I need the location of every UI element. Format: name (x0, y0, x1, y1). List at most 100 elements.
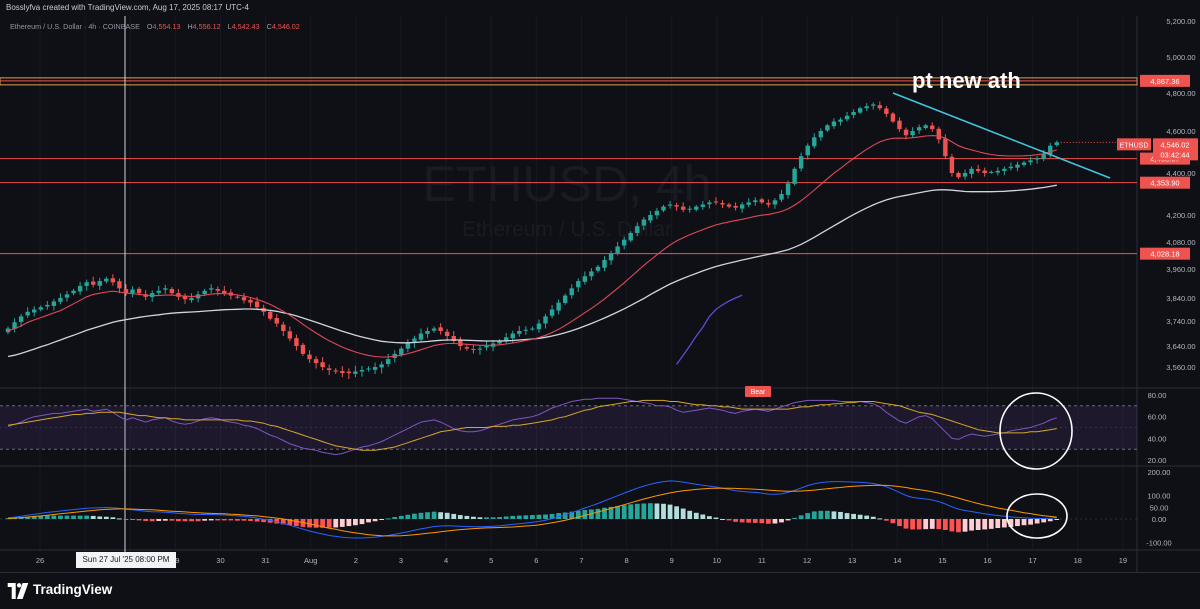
macd-histogram-bar (602, 507, 607, 519)
countdown-text: 03:42:44 (1160, 150, 1189, 159)
macd-histogram-bar (149, 519, 155, 522)
open-value: 4,554.13 (152, 22, 181, 31)
time-tick-label: 9 (670, 556, 674, 565)
macd-histogram-bar (634, 503, 640, 519)
macd-histogram-bar (176, 519, 181, 522)
macd-histogram-bar (851, 513, 856, 519)
time-tick-label: 7 (579, 556, 583, 565)
time-tick-label: 17 (1028, 556, 1036, 565)
candle-body (635, 226, 640, 233)
level-price-tag (1140, 247, 1190, 260)
price-tick-label: 3,560.00 (1166, 363, 1195, 372)
macd-histogram-bar (903, 519, 909, 529)
macd-histogram-bar (720, 519, 725, 520)
candle-body (648, 215, 653, 221)
candle-body (831, 121, 837, 127)
candle-body (897, 120, 902, 130)
macd-histogram-bar (379, 519, 385, 520)
symbol-tag-text: ETHUSD (1120, 142, 1149, 149)
candle-body (431, 328, 437, 331)
macd-histogram-bar (444, 512, 450, 519)
macd-histogram-bar (805, 513, 811, 519)
macd-histogram-bar (608, 506, 614, 519)
macd-histogram-bar (385, 518, 391, 520)
macd-histogram-bar (320, 519, 326, 528)
time-tick-label: 30 (216, 556, 224, 565)
time-tick-label: 14 (893, 556, 901, 565)
macd-histogram-bar (680, 508, 686, 519)
macd-histogram-bar (733, 519, 739, 522)
candle-body (602, 260, 607, 268)
candle-body (287, 331, 293, 339)
last-price-text: 4,546.02 (1160, 140, 1189, 149)
macd-histogram-bar (792, 517, 797, 519)
close-label: C (266, 22, 272, 31)
time-tick-label: 5 (489, 556, 493, 565)
macd-histogram-bar (195, 519, 201, 522)
macd-histogram-bar (359, 519, 365, 525)
macd-histogram-bar (130, 519, 135, 520)
candle-body (871, 104, 876, 106)
macd-histogram-bar (169, 519, 175, 521)
candle-body (713, 201, 719, 203)
candle-body (156, 290, 161, 293)
macd-histogram-bar (261, 519, 267, 523)
candle-body (910, 131, 915, 136)
candle-body (517, 331, 522, 334)
candle-body (1002, 168, 1007, 171)
macd-histogram-bar (156, 519, 162, 521)
macd-histogram-bar (182, 519, 188, 522)
candle-body (248, 299, 253, 303)
macd-histogram-bar (969, 519, 974, 531)
candle-body (189, 298, 194, 301)
candle-body (353, 371, 358, 374)
price-tick-label: 4,080.00 (1166, 238, 1195, 247)
candle-body (45, 304, 50, 307)
candle-body (949, 156, 955, 173)
time-tick-label: 18 (1074, 556, 1082, 565)
macd-histogram-bar (307, 519, 312, 528)
candle-body (5, 328, 11, 333)
price-tick-label: 4,600.00 (1166, 127, 1195, 136)
candle-body (621, 239, 627, 246)
macd-histogram-bar (569, 511, 575, 519)
candle-body (346, 371, 352, 373)
price-tick-label: 4,800.00 (1166, 89, 1195, 98)
candle-body (215, 289, 220, 291)
macd-histogram-bar (464, 515, 470, 519)
time-tick-label: 26 (36, 556, 44, 565)
bear-label-tag (745, 386, 771, 397)
macd-histogram-bar (582, 509, 588, 519)
candle-body (117, 281, 122, 289)
candle-body (372, 367, 378, 370)
candle-body (438, 327, 443, 331)
low-value: 4,542.43 (231, 22, 260, 31)
macd-histogram-bar (864, 515, 870, 519)
candle-body (753, 200, 758, 203)
macd-histogram-bar (228, 519, 234, 521)
rsi-tick-label: 60.00 (1148, 413, 1167, 422)
macd-histogram-bar (779, 519, 784, 523)
price-tick-label: 3,840.00 (1166, 294, 1195, 303)
macd-histogram-bar (556, 513, 562, 519)
candle-body (536, 323, 542, 330)
time-tick-label: 12 (803, 556, 811, 565)
candle-body (300, 344, 306, 354)
symbol-tag (1117, 138, 1151, 151)
chart-annotation: pt new ath (912, 68, 1021, 93)
rsi-band (0, 405, 1137, 450)
macd-histogram-bar (595, 508, 601, 519)
macd-histogram-bar (64, 515, 70, 519)
candle-body (235, 296, 240, 298)
macd-histogram-bar (693, 512, 699, 519)
candle-body (667, 204, 673, 206)
candle-body (169, 289, 175, 294)
macd-histogram-bar (274, 519, 280, 524)
candle-body (615, 246, 620, 253)
symbol-legend[interactable]: Ethereum / U.S. Dollar · 4h · COINBASE O4,55… (10, 22, 300, 31)
macd-histogram-bar (431, 511, 437, 519)
macd-histogram-bar (58, 515, 63, 519)
macd-histogram-bar (818, 510, 824, 519)
candle-body (930, 125, 935, 130)
